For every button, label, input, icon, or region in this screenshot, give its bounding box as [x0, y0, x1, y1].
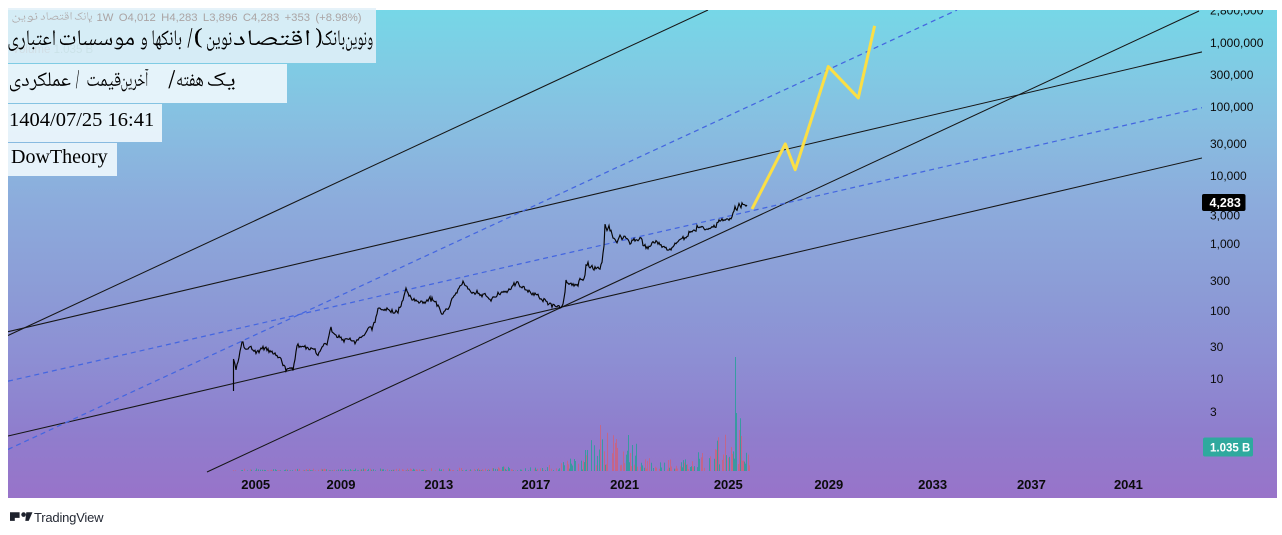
svg-text:100: 100: [1210, 304, 1230, 318]
svg-text:2037: 2037: [1017, 477, 1046, 492]
svg-text:100,000: 100,000: [1210, 100, 1254, 114]
svg-text:1.035 B: 1.035 B: [1210, 442, 1250, 454]
svg-text:300,000: 300,000: [1210, 68, 1254, 82]
svg-text:30: 30: [1210, 340, 1224, 354]
svg-text:300: 300: [1210, 274, 1230, 288]
svg-text:2041: 2041: [1114, 477, 1143, 492]
svg-text:1,000,000: 1,000,000: [1210, 36, 1264, 50]
svg-text:2025: 2025: [714, 477, 743, 492]
svg-text:10,000: 10,000: [1210, 169, 1247, 183]
svg-text:30,000: 30,000: [1210, 137, 1247, 151]
svg-text:3: 3: [1210, 405, 1217, 419]
svg-text:2021: 2021: [610, 477, 639, 492]
svg-text:2009: 2009: [327, 477, 356, 492]
svg-text:2033: 2033: [918, 477, 947, 492]
svg-text:4,283: 4,283: [1210, 196, 1241, 210]
svg-text:10: 10: [1210, 372, 1224, 386]
svg-text:1,000: 1,000: [1210, 237, 1240, 251]
svg-text:2005: 2005: [241, 477, 270, 492]
svg-text:2017: 2017: [521, 477, 550, 492]
svg-text:2029: 2029: [814, 477, 843, 492]
svg-text:3,000: 3,000: [1210, 208, 1240, 222]
svg-text:2013: 2013: [424, 477, 453, 492]
